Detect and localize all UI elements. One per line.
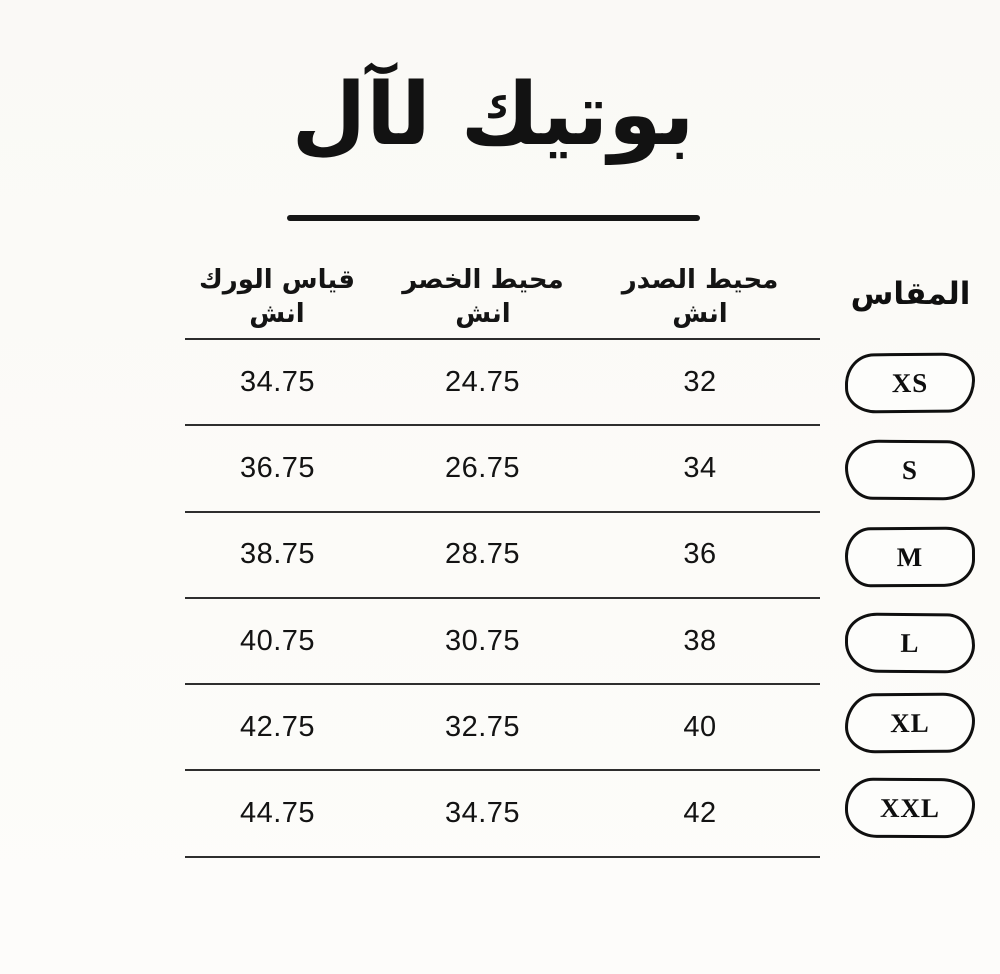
hip-value: 42.75 (239, 710, 316, 743)
size-badge-xl: XL (844, 692, 976, 754)
table-row-xl: 42.75 32.75 40 (185, 685, 820, 772)
size-badge-m: M (844, 526, 976, 588)
brand-title: بوتيك لآل (291, 65, 695, 165)
column-header-chest-unit: انش (672, 298, 728, 329)
chest-value: 34 (683, 451, 717, 484)
size-badge-l: L (844, 612, 976, 674)
waist-value: 26.75 (444, 451, 521, 484)
column-header-chest: محيط الصدر انش (600, 264, 800, 332)
chest-value: 38 (683, 624, 717, 657)
table-row-s: 36.75 26.75 34 (185, 426, 820, 513)
column-header-hip-label: قياس الورك (198, 265, 356, 295)
chest-value: 42 (683, 797, 717, 830)
column-header-waist-label: محيط الخصر (402, 265, 564, 295)
column-header-waist: محيط الخصر انش (383, 264, 583, 332)
column-header-hip-unit: انش (249, 298, 305, 329)
column-header-waist-unit: انش (455, 298, 511, 329)
chest-value: 36 (683, 538, 717, 571)
table-row-l: 40.75 30.75 38 (185, 599, 820, 686)
hip-value: 38.75 (239, 538, 316, 571)
size-table: 34.75 24.75 32 36.75 26.75 34 38.75 28.7… (185, 338, 820, 858)
hip-value: 34.75 (239, 365, 316, 398)
chest-value: 32 (683, 365, 717, 398)
size-badge-xxl: XXL (844, 777, 976, 839)
waist-value: 32.75 (444, 710, 521, 743)
hip-value: 44.75 (239, 797, 316, 830)
hip-value: 40.75 (239, 624, 316, 657)
waist-value: 28.75 (444, 538, 521, 571)
table-row-xs: 34.75 24.75 32 (185, 340, 820, 427)
column-header-hip: قياس الورك انش (177, 264, 377, 332)
chest-value: 40 (683, 710, 717, 743)
waist-value: 24.75 (444, 365, 521, 398)
table-row-xxl: 44.75 34.75 42 (185, 771, 820, 858)
size-badge-s: S (844, 439, 976, 501)
waist-value: 30.75 (444, 624, 521, 657)
title-underline (287, 215, 700, 221)
table-row-m: 38.75 28.75 36 (185, 513, 820, 599)
size-badge-xs: XS (844, 352, 976, 414)
waist-value: 34.75 (444, 797, 521, 830)
column-header-chest-label: محيط الصدر (621, 265, 779, 295)
column-header-size: المقاس (850, 276, 971, 312)
hip-value: 36.75 (239, 451, 316, 484)
